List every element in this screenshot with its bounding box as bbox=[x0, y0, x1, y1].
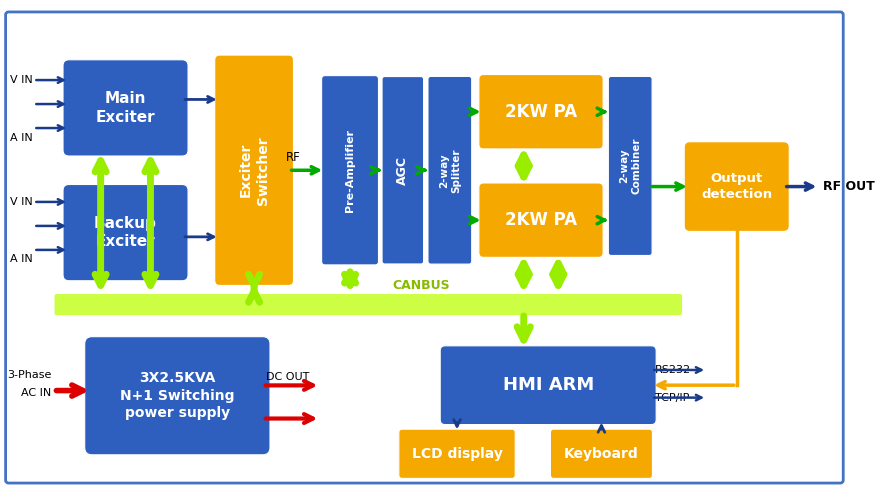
FancyBboxPatch shape bbox=[399, 429, 515, 478]
Text: HMI ARM: HMI ARM bbox=[503, 376, 594, 394]
FancyBboxPatch shape bbox=[215, 55, 294, 286]
Text: 2KW PA: 2KW PA bbox=[505, 211, 577, 229]
FancyBboxPatch shape bbox=[63, 185, 188, 281]
FancyBboxPatch shape bbox=[479, 183, 603, 257]
Text: Output
detection: Output detection bbox=[702, 172, 773, 201]
Text: Exciter
Switcher: Exciter Switcher bbox=[239, 136, 270, 204]
Text: Main
Exciter: Main Exciter bbox=[96, 91, 155, 125]
Text: AGC: AGC bbox=[396, 156, 410, 185]
Text: RF OUT: RF OUT bbox=[824, 180, 875, 193]
Text: A IN: A IN bbox=[10, 254, 32, 264]
Text: V IN: V IN bbox=[10, 197, 32, 207]
Text: Backup
Exciter: Backup Exciter bbox=[94, 216, 157, 249]
Text: 3X2.5KVA
N+1 Switching
power supply: 3X2.5KVA N+1 Switching power supply bbox=[120, 371, 235, 420]
FancyBboxPatch shape bbox=[85, 337, 270, 455]
Text: RS232: RS232 bbox=[655, 365, 691, 375]
Text: Keyboard: Keyboard bbox=[564, 447, 638, 461]
Text: 3-Phase: 3-Phase bbox=[7, 370, 52, 380]
Text: CANBUS: CANBUS bbox=[392, 279, 450, 292]
Text: TCP/IP: TCP/IP bbox=[655, 393, 689, 402]
Text: A IN: A IN bbox=[10, 133, 32, 143]
FancyBboxPatch shape bbox=[322, 76, 379, 265]
FancyBboxPatch shape bbox=[440, 346, 656, 425]
Text: Pre-Amplifier: Pre-Amplifier bbox=[345, 129, 355, 212]
Text: 2KW PA: 2KW PA bbox=[505, 103, 577, 121]
Text: DC OUT: DC OUT bbox=[266, 372, 309, 382]
FancyBboxPatch shape bbox=[551, 429, 652, 478]
Text: LCD display: LCD display bbox=[411, 447, 503, 461]
FancyBboxPatch shape bbox=[63, 60, 188, 156]
FancyBboxPatch shape bbox=[428, 76, 472, 264]
Text: 2-way
Splitter: 2-way Splitter bbox=[438, 148, 461, 193]
Text: RF: RF bbox=[286, 150, 301, 163]
Text: AC IN: AC IN bbox=[21, 388, 52, 397]
FancyBboxPatch shape bbox=[54, 294, 682, 315]
FancyBboxPatch shape bbox=[684, 142, 789, 232]
Text: 2-way
Combiner: 2-way Combiner bbox=[619, 138, 641, 194]
FancyBboxPatch shape bbox=[382, 77, 424, 264]
FancyBboxPatch shape bbox=[479, 75, 603, 149]
FancyBboxPatch shape bbox=[609, 76, 652, 255]
FancyBboxPatch shape bbox=[5, 12, 843, 483]
Text: V IN: V IN bbox=[10, 75, 32, 85]
